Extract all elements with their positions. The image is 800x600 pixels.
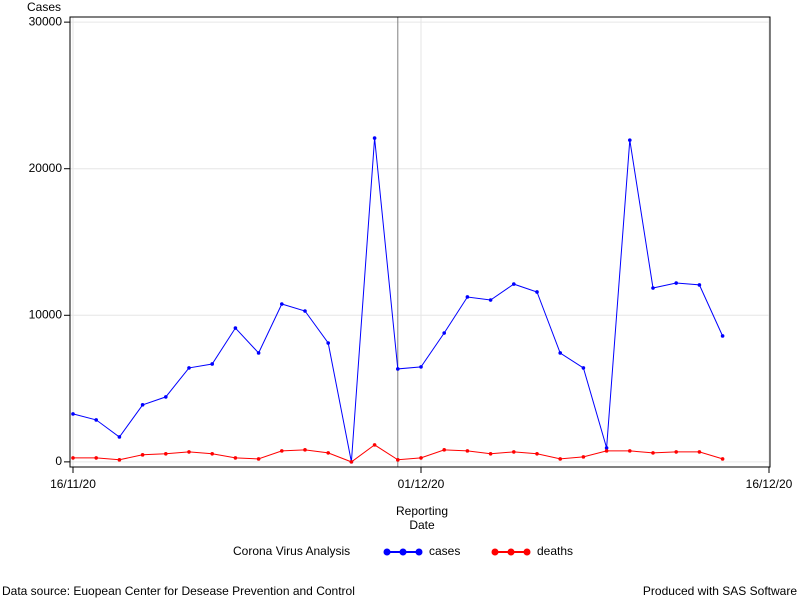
x-axis-label: Reporting — [396, 504, 448, 518]
data-point — [187, 366, 191, 370]
y-tick-label: 0 — [55, 454, 62, 468]
data-point — [396, 367, 400, 371]
data-point — [488, 298, 493, 302]
legend-label: cases — [429, 544, 460, 558]
data-point — [581, 366, 586, 370]
data-point — [140, 453, 145, 457]
data-point — [164, 395, 168, 399]
y-tick-label: 30000 — [29, 14, 63, 28]
footnote: Data source: Euopean Center for Desease … — [2, 584, 355, 598]
data-point — [210, 452, 214, 456]
data-point — [233, 326, 238, 330]
legend-marker — [415, 548, 423, 556]
data-point — [326, 451, 331, 455]
data-point — [256, 351, 261, 355]
data-point — [720, 334, 725, 338]
x-tick-label: 01/12/20 — [398, 477, 445, 491]
data-point — [581, 455, 586, 459]
data-point — [117, 458, 122, 462]
y-axis-label: Cases — [27, 0, 61, 14]
data-point — [465, 295, 470, 299]
data-point — [720, 457, 725, 461]
data-point — [628, 449, 632, 453]
x-tick-label: 16/12/20 — [746, 477, 793, 491]
data-point — [465, 449, 470, 453]
plot-frame — [69, 16, 771, 468]
data-point — [71, 412, 75, 416]
legend-title: Corona Virus Analysis — [233, 544, 350, 558]
data-point — [651, 286, 655, 290]
data-point — [604, 446, 609, 450]
data-point — [94, 456, 98, 460]
data-point — [117, 435, 122, 439]
data-point — [512, 450, 516, 454]
footnote: Produced with SAS Software — [643, 584, 797, 598]
legend-marker — [507, 548, 515, 556]
data-point — [558, 351, 562, 355]
data-point — [280, 449, 284, 453]
data-point — [674, 281, 678, 285]
data-point — [349, 460, 354, 464]
x-tick-label: 16/11/20 — [50, 477, 96, 491]
y-tick-label: 20000 — [29, 161, 63, 175]
data-point — [396, 458, 400, 462]
data-point — [210, 362, 214, 366]
data-point — [628, 138, 632, 142]
data-point — [604, 449, 609, 453]
data-point — [558, 457, 562, 461]
data-point — [94, 418, 98, 422]
data-point — [140, 403, 145, 407]
data-point — [187, 450, 191, 454]
data-point — [372, 136, 377, 140]
data-point — [303, 448, 307, 452]
data-point — [697, 283, 702, 287]
data-point — [512, 282, 516, 286]
data-point — [488, 452, 493, 456]
legend-marker — [399, 548, 407, 556]
legend-marker — [523, 548, 531, 556]
data-point — [442, 448, 447, 452]
data-point — [697, 450, 702, 454]
data-point — [535, 452, 539, 456]
y-tick-label: 10000 — [29, 307, 63, 321]
data-point — [674, 450, 678, 454]
legend-label: deaths — [537, 544, 573, 558]
data-point — [651, 451, 655, 455]
x-axis-label: Date — [409, 518, 435, 532]
data-point — [280, 302, 284, 306]
data-point — [71, 456, 75, 460]
data-point — [326, 341, 331, 345]
data-point — [442, 331, 447, 335]
data-point — [233, 456, 238, 460]
data-point — [372, 443, 377, 447]
data-point — [419, 456, 423, 460]
data-point — [164, 452, 168, 456]
data-point — [303, 309, 307, 313]
legend-marker — [383, 548, 391, 556]
data-point — [419, 365, 423, 369]
legend-marker — [491, 548, 499, 556]
data-point — [535, 290, 539, 294]
data-point — [256, 457, 261, 461]
